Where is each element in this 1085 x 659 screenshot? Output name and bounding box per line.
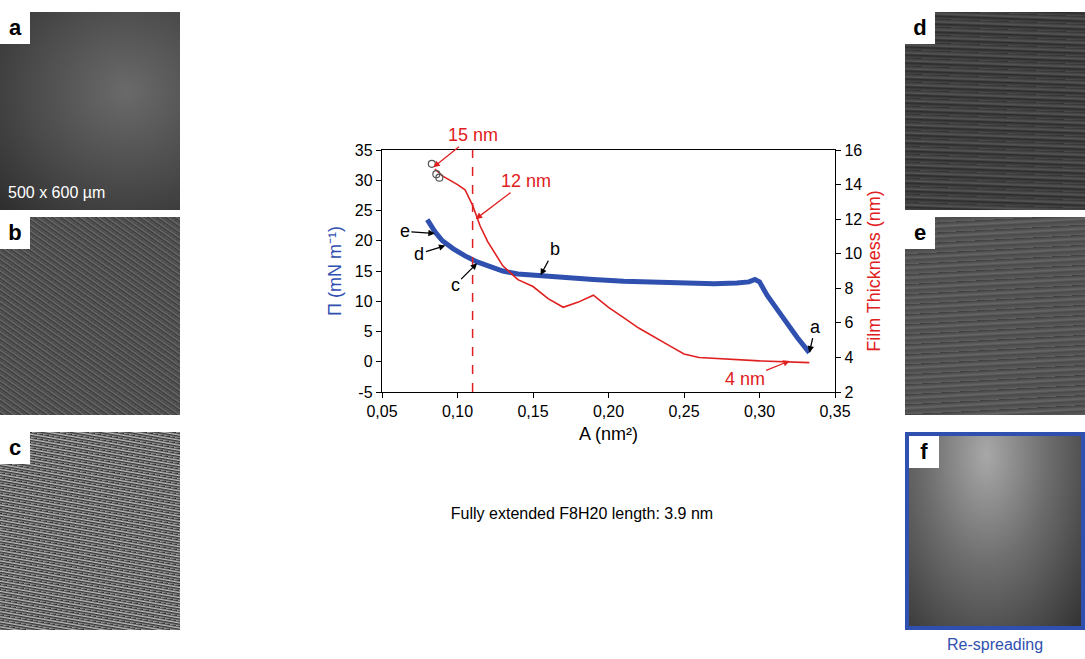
svg-text:A (nm²): A (nm²) — [579, 424, 638, 444]
svg-text:20: 20 — [355, 232, 373, 249]
html-text:Fully extended F8H20 length: 3: Fully extended F8H20 length: 3.9 nm — [450, 505, 714, 522]
svg-text:b: b — [550, 239, 560, 259]
svg-text:2: 2 — [844, 384, 853, 401]
svg-text:e: e — [400, 221, 410, 241]
svg-text:25: 25 — [355, 202, 373, 219]
svg-text:0,30: 0,30 — [744, 403, 775, 420]
svg-text:-5: -5 — [358, 384, 372, 401]
svg-text:Film Thickness (nm): Film Thickness (nm) — [864, 190, 884, 352]
svg-text:5: 5 — [364, 323, 373, 340]
svg-text:35: 35 — [355, 142, 373, 159]
html-text:a: a — [8, 15, 22, 40]
svg-text:30: 30 — [355, 172, 373, 189]
svg-text:Π (mN m⁻¹): Π (mN m⁻¹) — [325, 226, 345, 316]
svg-text:4 nm: 4 nm — [725, 369, 765, 389]
svg-text:0,25: 0,25 — [668, 403, 699, 420]
svg-text:15: 15 — [355, 263, 373, 280]
svg-text:16: 16 — [844, 142, 862, 159]
html-text:c: c — [8, 435, 22, 460]
html-text:d: d — [913, 15, 927, 40]
svg-text:12 nm: 12 nm — [501, 171, 551, 191]
html-text:b: b — [8, 220, 22, 245]
svg-text:c: c — [451, 275, 460, 295]
svg-text:0,15: 0,15 — [517, 403, 548, 420]
svg-text:a: a — [810, 317, 821, 337]
svg-text:4: 4 — [844, 349, 853, 366]
svg-text:d: d — [414, 244, 424, 264]
svg-text:10: 10 — [355, 293, 373, 310]
svg-text:0,10: 0,10 — [442, 403, 473, 420]
svg-text:10: 10 — [844, 245, 862, 262]
html-text:500 x 600 µm: 500 x 600 µm — [8, 184, 106, 201]
svg-text:12: 12 — [844, 211, 862, 228]
html-text:f: f — [920, 439, 928, 464]
svg-text:0,20: 0,20 — [593, 403, 624, 420]
html-text:Re-spreading: Re-spreading — [947, 636, 1043, 653]
svg-text:15 nm: 15 nm — [448, 125, 498, 145]
svg-text:8: 8 — [844, 280, 853, 297]
svg-text:0,05: 0,05 — [366, 403, 397, 420]
svg-text:14: 14 — [844, 176, 862, 193]
svg-text:0,35: 0,35 — [819, 403, 850, 420]
svg-text:6: 6 — [844, 314, 853, 331]
svg-text:0: 0 — [364, 353, 373, 370]
html-text:e: e — [913, 220, 927, 245]
